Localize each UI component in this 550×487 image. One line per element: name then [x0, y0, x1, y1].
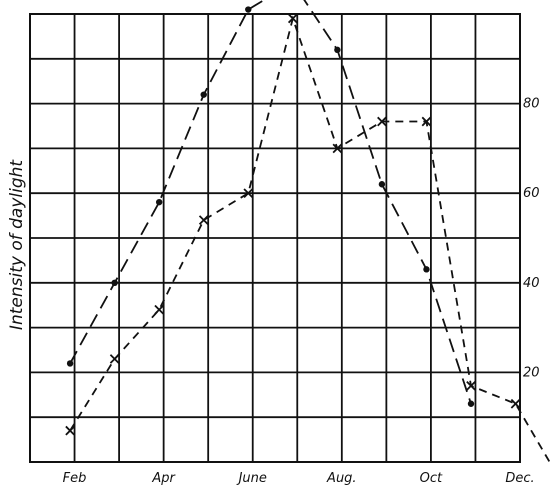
- x-marker-stroke: [332, 143, 343, 154]
- data-point-x: [421, 116, 432, 127]
- data-point-x: [510, 398, 521, 409]
- data-point-dot: [155, 198, 163, 206]
- x-tick-label: Aug.: [326, 471, 357, 486]
- data-point-dot: [200, 91, 207, 98]
- data-point-x: [466, 381, 476, 391]
- x-tick-label: Oct: [420, 471, 443, 486]
- x-marker-stroke: [287, 13, 298, 24]
- data-point-x: [65, 425, 75, 436]
- x-marker-stroke: [154, 304, 165, 315]
- x-marker-stroke: [377, 116, 387, 127]
- data-point-dot: [111, 279, 118, 286]
- data-point-dot: [334, 46, 341, 54]
- x-marker-stroke: [466, 381, 476, 391]
- data-point-dot: [66, 360, 74, 367]
- y-tick-labels: 20 40 60 80: [523, 97, 540, 381]
- x-marker-stroke: [243, 188, 254, 199]
- x-marker-stroke: [109, 354, 120, 364]
- data-point-dot: [245, 6, 252, 13]
- data-point-x: [243, 188, 254, 199]
- chart-series: [65, 0, 550, 465]
- x-tick-label: Apr: [151, 471, 176, 486]
- data-point-x: [154, 304, 165, 315]
- y-tick-label: 60: [523, 186, 540, 201]
- y-tick-label: 40: [523, 276, 540, 291]
- data-point-x: [198, 215, 209, 225]
- series-line: [69, 15, 550, 465]
- x-tick-label: Feb: [63, 471, 87, 486]
- x-marker-stroke: [510, 398, 521, 409]
- x-marker-stroke: [65, 425, 75, 436]
- series-1: [66, 0, 475, 407]
- y-axis-label: Intensity of daylight: [7, 159, 27, 330]
- data-point-x: [332, 143, 343, 154]
- data-point-dot: [378, 181, 386, 188]
- y-tick-label: 20: [523, 365, 540, 380]
- data-point-x: [377, 116, 387, 127]
- x-marker-stroke: [421, 116, 432, 127]
- y-tick-label: 80: [523, 97, 540, 112]
- x-tick-label: Dec.: [505, 471, 534, 486]
- data-point-dot: [467, 400, 475, 407]
- data-point-x: [287, 13, 298, 24]
- series-line: [69, 0, 472, 405]
- chart-grid: [29, 13, 521, 463]
- data-point-x: [109, 354, 120, 364]
- data-point-dot: [423, 266, 430, 273]
- x-tick-label: June: [236, 471, 267, 486]
- series-2: [65, 13, 550, 465]
- x-tick-labels: Feb Apr June Aug. Oct Dec.: [63, 471, 535, 486]
- x-marker-stroke: [198, 215, 209, 225]
